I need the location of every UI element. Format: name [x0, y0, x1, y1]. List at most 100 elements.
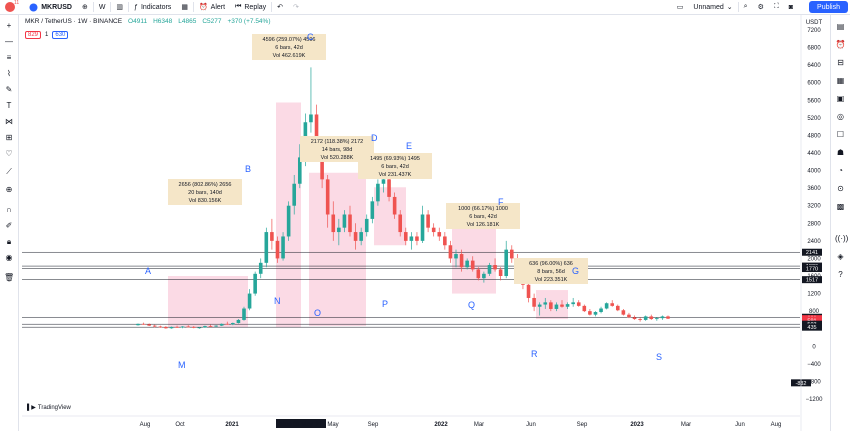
undo-button[interactable]: ↶: [272, 3, 288, 11]
help-icon[interactable]: ?: [838, 270, 843, 279]
stay-drawing-icon[interactable]: ✐: [5, 221, 13, 230]
legend-low: L4865: [178, 18, 197, 25]
candle: [253, 273, 257, 294]
candle: [537, 304, 542, 307]
candle: [292, 183, 297, 206]
currency-label: USDT: [806, 20, 823, 26]
redo-button[interactable]: ↷: [288, 3, 304, 11]
measure-icon[interactable]: ⊞: [5, 133, 13, 142]
heart-icon[interactable]: ♡: [5, 149, 13, 158]
time-tick: Sep: [368, 422, 379, 428]
fib-icon[interactable]: ≡: [6, 53, 12, 62]
pattern-icon[interactable]: ⌇: [7, 69, 11, 78]
publish-button[interactable]: Publish: [809, 1, 848, 13]
brush-icon[interactable]: ✎: [5, 85, 13, 94]
symbol-search[interactable]: MKRUSD: [24, 3, 77, 12]
calendar-icon[interactable]: ▣: [836, 94, 845, 103]
measure-callout-5: [514, 258, 588, 284]
candle: [398, 214, 403, 233]
candle: [247, 293, 252, 309]
zoom-icon[interactable]: ⊕: [5, 185, 13, 194]
order-badges[interactable]: 829 1 630: [25, 31, 69, 39]
wave-label-o: O: [314, 308, 321, 318]
templates-button[interactable]: ▦: [176, 3, 193, 11]
callout-line: 2172 (118.38%) 2172: [311, 139, 364, 145]
candle: [158, 326, 163, 328]
price-label-bg: [802, 248, 822, 256]
trendline-icon[interactable]: —: [5, 37, 13, 46]
alert-button[interactable]: ⏰ Alert: [194, 3, 230, 12]
layers-icon[interactable]: ◈: [837, 252, 844, 261]
ruler-icon[interactable]: ⟋: [6, 167, 12, 176]
wave-label-q: Q: [468, 300, 475, 310]
candle: [203, 326, 207, 328]
wave-label-r: R: [531, 349, 538, 359]
calculator-icon[interactable]: ▩: [836, 202, 845, 211]
measure-callout-0: [168, 179, 242, 205]
candle: [526, 284, 531, 298]
price-tick: 4400: [807, 151, 821, 157]
candle: [426, 214, 430, 228]
magnet-icon[interactable]: ∩: [6, 205, 12, 214]
notifications-icon[interactable]: ◔: [838, 166, 843, 175]
data-window-icon[interactable]: ⊟: [837, 58, 844, 67]
stream-icon[interactable]: ⊙: [837, 184, 844, 193]
fullscreen-button[interactable]: ⛶: [769, 3, 784, 11]
candle: [655, 318, 659, 320]
compare-button[interactable]: ⊕: [77, 3, 93, 11]
snapshot-button[interactable]: ◙: [784, 4, 798, 11]
price-tick: 3200: [807, 204, 821, 210]
candle: [649, 316, 654, 320]
candle: [487, 265, 492, 274]
callout-line: 1495 (69.93%) 1495: [370, 156, 420, 162]
undo-icon: ↶: [277, 4, 284, 11]
candle: [599, 308, 603, 313]
qty-badge[interactable]: 1: [45, 32, 49, 38]
crosshair-icon[interactable]: +: [6, 21, 12, 30]
time-tick: Sep: [577, 422, 588, 428]
chat-icon[interactable]: ☐: [836, 130, 845, 139]
pine-icon[interactable]: ☗: [836, 148, 845, 157]
eye-icon[interactable]: ◉: [5, 253, 13, 262]
watchlist-icon[interactable]: ▤: [836, 22, 845, 31]
redo-icon: ↷: [293, 4, 299, 11]
indicators-button[interactable]: ƒ Indicators: [129, 4, 176, 11]
candle: [437, 232, 442, 237]
text-icon[interactable]: T: [6, 101, 12, 110]
callout-line: 20 bars, 140d: [188, 190, 222, 196]
candle: [621, 310, 626, 315]
candle: [454, 254, 458, 259]
callout-line: 1000 (66.17%) 1000: [458, 206, 508, 212]
candle: [465, 260, 469, 268]
time-tick: Jun: [526, 422, 536, 428]
candle: [353, 232, 358, 241]
broadcast-icon[interactable]: ((·)): [835, 234, 849, 243]
ideas-icon[interactable]: ◎: [837, 112, 844, 121]
candle: [180, 326, 185, 328]
settings-button[interactable]: ⚙: [753, 3, 769, 11]
search-button[interactable]: ⌕: [739, 3, 753, 11]
replay-button[interactable]: ⏮ Replay: [230, 3, 271, 11]
trash-icon[interactable]: 🗑︎: [4, 273, 15, 282]
alarm-clock-icon[interactable]: ⏰: [835, 40, 846, 49]
chart-type-button[interactable]: ▥: [111, 3, 128, 11]
interval-button[interactable]: W: [94, 4, 111, 11]
candle: [615, 305, 620, 311]
layout-name-button[interactable]: Unnamed ⌄: [688, 3, 737, 12]
pattern-nodes-icon[interactable]: ⋈: [5, 117, 13, 126]
candle: [582, 305, 587, 312]
avatar[interactable]: 11: [0, 0, 24, 12]
layout-toggle[interactable]: ▭: [672, 3, 689, 11]
price-tick: −1200: [806, 397, 824, 403]
plus-circle-icon: ⊕: [81, 4, 88, 11]
time-tick: Mar: [474, 422, 484, 428]
candle: [632, 317, 637, 320]
legend-title: MKR / TetherUS · 1W · BINANCE: [25, 18, 123, 25]
candle: [225, 323, 230, 325]
hotlist-icon[interactable]: ▦: [836, 76, 845, 85]
lock-icon[interactable]: 🔒︎: [6, 237, 12, 246]
candle: [643, 316, 648, 320]
buy-badge[interactable]: 630: [52, 31, 69, 39]
sell-badge[interactable]: 829: [25, 31, 42, 39]
